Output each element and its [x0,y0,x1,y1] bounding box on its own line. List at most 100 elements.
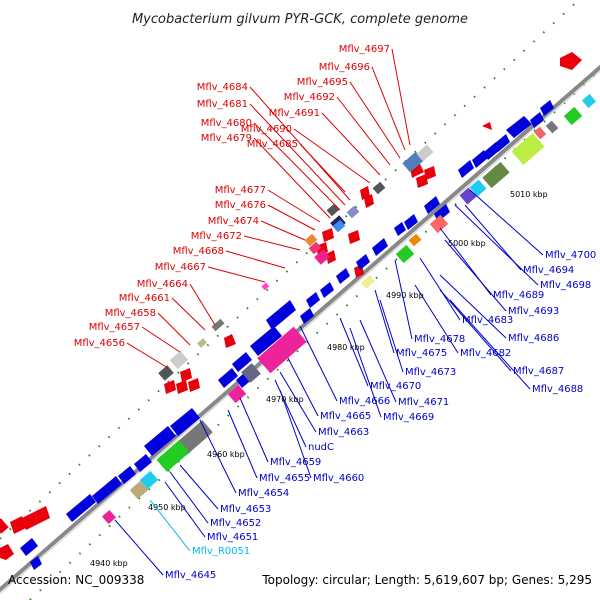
gene-label[interactable]: Mflv_4678 [414,334,465,345]
gene-label[interactable]: Mflv_4668 [173,246,224,257]
gene-feature[interactable] [482,122,492,130]
gene-label[interactable]: Mflv_4656 [74,338,125,349]
gene-feature[interactable] [416,144,434,162]
gene-label[interactable]: Mflv_4658 [105,308,156,319]
gene-feature[interactable] [104,476,122,494]
gene-feature[interactable] [158,365,174,381]
gene-feature[interactable] [224,334,236,348]
gene-feature[interactable] [494,134,510,152]
gene-feature[interactable] [429,214,449,234]
gene-feature[interactable] [416,174,428,188]
gene-label[interactable]: Mflv_4651 [207,532,258,543]
gene-feature[interactable] [356,254,370,270]
gene-feature[interactable] [227,384,247,404]
gene-label[interactable]: Mflv_4659 [270,457,321,468]
gene-feature[interactable] [395,244,415,264]
gene-label[interactable]: Mflv_4676 [215,200,266,211]
gene-feature[interactable] [360,275,376,289]
gene-label[interactable]: Mflv_4661 [119,293,170,304]
gene-feature[interactable] [348,230,360,244]
gene-feature[interactable] [530,112,544,128]
gene-feature[interactable] [332,219,346,233]
gene-label[interactable]: Mflv_4700 [545,250,596,261]
gene-label[interactable]: Mflv_4695 [297,77,348,88]
gene-feature[interactable] [533,126,547,140]
gene-feature[interactable] [0,544,14,560]
gene-feature[interactable] [469,179,487,197]
gene-feature[interactable] [134,454,152,472]
gene-feature[interactable] [169,350,189,370]
gene-feature[interactable] [581,93,597,109]
gene-feature[interactable] [306,292,320,308]
gene-label[interactable]: Mflv_4673 [405,367,456,378]
gene-feature[interactable] [129,480,149,500]
gene-feature[interactable] [34,506,50,524]
gene-label[interactable]: Mflv_4697 [339,44,390,55]
gene-label[interactable]: Mflv_4657 [89,322,140,333]
gene-label[interactable]: Mflv_4663 [318,427,369,438]
gene-feature[interactable] [424,196,440,214]
gene-label[interactable]: Mflv_4696 [319,62,370,73]
gene-feature[interactable] [197,338,207,348]
gene-feature[interactable] [308,241,322,255]
gene-feature[interactable] [372,181,386,195]
gene-feature[interactable] [78,494,96,512]
gene-label[interactable]: Mflv_4684 [197,82,248,93]
gene-feature[interactable] [326,250,336,264]
gene-feature[interactable] [511,133,545,165]
gene-label[interactable]: Mflv_4665 [320,411,371,422]
gene-label[interactable]: Mflv_4645 [165,570,216,581]
gene-feature[interactable] [545,120,559,134]
gene-feature[interactable] [232,352,252,372]
gene-feature[interactable] [336,268,350,284]
gene-label[interactable]: Mflv_4692 [284,92,335,103]
gene-feature[interactable] [563,106,583,126]
gene-feature[interactable] [408,233,422,247]
gene-label[interactable]: Mflv_4671 [398,397,449,408]
gene-feature[interactable] [139,470,159,490]
gene-feature[interactable] [218,368,238,388]
gene-feature[interactable] [394,222,406,236]
gene-feature[interactable] [30,556,42,570]
gene-label[interactable]: Mflv_4672 [191,231,242,242]
gene-feature[interactable] [92,486,110,504]
gene-feature[interactable] [211,318,225,332]
gene-feature[interactable] [66,504,84,522]
gene-feature[interactable] [372,238,388,256]
gene-feature[interactable] [506,116,532,138]
gene-label[interactable]: Mflv_4679 [201,133,252,144]
gene-feature[interactable] [300,308,314,324]
gene-feature[interactable] [560,52,582,70]
gene-feature[interactable] [250,326,282,356]
gene-feature[interactable] [144,426,176,456]
gene-feature[interactable] [314,249,330,265]
gene-label[interactable]: Mflv_4686 [508,333,559,344]
gene-label[interactable]: Mflv_4660 [313,473,364,484]
gene-label[interactable]: Mflv_4691 [269,108,320,119]
gene-label[interactable]: nudC [308,442,334,453]
gene-feature[interactable] [176,380,188,394]
gene-feature[interactable] [188,378,200,392]
gene-label[interactable]: Mflv_4693 [508,306,559,317]
gene-feature[interactable] [164,380,176,394]
gene-label[interactable]: Mflv_4654 [238,488,289,499]
gene-feature[interactable] [424,166,436,180]
gene-feature[interactable] [22,512,38,530]
gene-feature[interactable] [320,282,334,298]
gene-label[interactable]: Mflv_4688 [532,384,583,395]
gene-label[interactable]: Mflv_4652 [210,518,261,529]
gene-feature[interactable] [101,509,117,525]
gene-label[interactable]: Mflv_4681 [197,99,248,110]
gene-label[interactable]: Mflv_4677 [215,185,266,196]
gene-feature[interactable] [257,326,307,374]
gene-feature[interactable] [180,368,192,382]
gene-feature[interactable] [20,538,38,556]
gene-label[interactable]: Mflv_4690 [241,124,292,135]
gene-label[interactable]: Mflv_4674 [208,216,259,227]
gene-label[interactable]: Mflv_4698 [540,280,591,291]
gene-feature[interactable] [118,466,136,484]
gene-label[interactable]: Mflv_4682 [460,348,511,359]
gene-feature[interactable] [458,160,474,178]
gene-feature[interactable] [482,161,510,189]
gene-label[interactable]: Mflv_4694 [523,265,574,276]
